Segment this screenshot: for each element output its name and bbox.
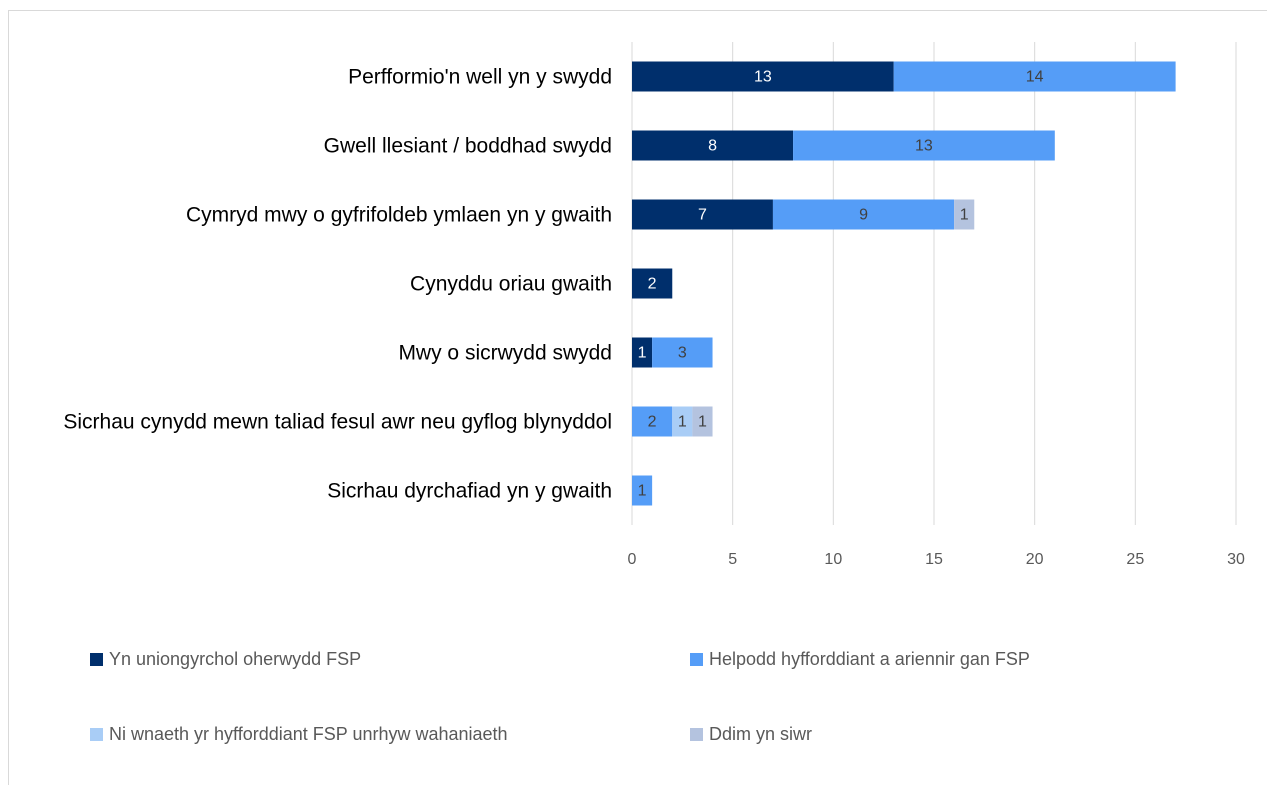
legend-item: Helpodd hyfforddiant a ariennir gan FSP [690,649,1030,670]
bar-segment [632,199,773,230]
x-tick-label: 20 [1026,551,1044,568]
value-label: 13 [915,138,933,155]
x-tick-label: 15 [925,551,943,568]
category-label: Gwell llesiant / boddhad swydd [323,134,612,157]
frame [8,10,1267,785]
legend-swatch [690,653,703,666]
value-label: 9 [859,207,868,224]
value-label: 13 [754,69,772,86]
bar-segment [652,337,713,368]
x-tick-label: 25 [1126,551,1144,568]
value-label: 1 [638,345,647,362]
legend-label: Ni wnaeth yr hyfforddiant FSP unrhyw wah… [109,724,508,744]
bar-segment [632,406,673,437]
category-label: Mwy o sicrwydd swydd [398,341,612,364]
bar-segment [632,61,894,92]
legend-label: Helpodd hyfforddiant a ariennir gan FSP [709,649,1030,669]
legend-item: Yn uniongyrchol oherwydd FSP [90,649,361,670]
x-tick-label: 5 [728,551,737,568]
value-label: 1 [678,414,687,431]
category-label: Cymryd mwy o gyfrifoldeb ymlaen yn y gwa… [186,203,612,226]
legend-swatch [690,728,703,741]
value-label: 7 [698,207,707,224]
value-label: 2 [648,276,657,293]
x-tick-label: 10 [824,551,842,568]
x-tick-label: 30 [1227,551,1245,568]
legend-label: Ddim yn siwr [709,724,813,744]
bar-segment [692,406,713,437]
bar-segment [954,199,975,230]
bar-segment [632,268,673,299]
category-label: Cynyddu oriau gwaith [410,272,612,295]
value-label: 8 [708,138,717,155]
legend-label: Yn uniongyrchol oherwydd FSP [109,649,362,669]
x-tick-label: 0 [628,551,637,568]
value-label: 2 [648,414,657,431]
value-label: 1 [960,207,969,224]
value-label: 1 [638,483,647,500]
value-label: 1 [698,414,707,431]
legend-item: Ni wnaeth yr hyfforddiant FSP unrhyw wah… [90,724,508,745]
value-label: 3 [678,345,687,362]
bar-segment [793,130,1055,161]
bar-segment [632,130,794,161]
legend-item: Ddim yn siwr [690,724,812,745]
bar-segment [893,61,1176,92]
value-label: 14 [1026,69,1044,86]
bar-segment [672,406,693,437]
category-label: Sicrhau dyrchafiad yn y gwaith [327,479,612,502]
bar-segment [632,475,653,506]
category-label: Sicrhau cynydd mewn taliad fesul awr neu… [63,410,612,433]
bar-segment [632,337,653,368]
legend-swatch [90,728,103,741]
bar-segment [772,199,955,230]
category-label: Perfformio'n well yn y swydd [348,65,612,88]
legend-swatch [90,653,103,666]
